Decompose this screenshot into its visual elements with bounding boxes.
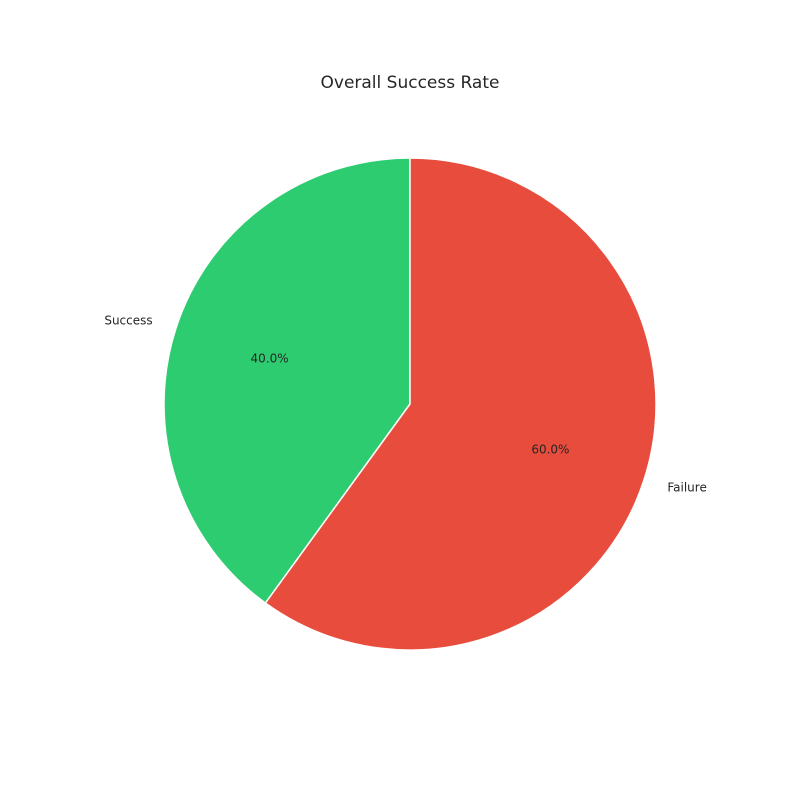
slice-pct-success: 40.0% [251,351,289,365]
pie-labels: Success 40.0% Failure 60.0% [104,313,707,494]
slice-label-failure: Failure [667,481,706,495]
pie-slice-failure [264,157,657,651]
slice-pct-failure: 60.0% [531,443,569,457]
slice-label-success: Success [104,313,152,327]
chart-title: Overall Success Rate [321,73,500,93]
pie-slice-success [163,157,411,604]
pie-slices [163,157,657,651]
